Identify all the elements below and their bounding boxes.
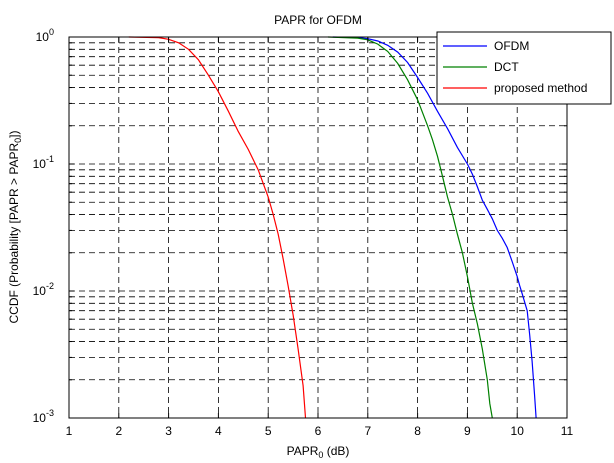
x-axis-label-unit: (dB) (323, 444, 349, 458)
y-tick-label: 100 (36, 27, 54, 44)
x-tick-label: 10 (511, 424, 525, 438)
y-tick-label-exponent: -2 (46, 281, 54, 291)
x-tick-label: 2 (115, 424, 122, 438)
y-axis-label: CCDF (Probability [PAPR > PAPR0]) (7, 131, 23, 324)
proposed-method-line (128, 36, 307, 419)
legend-box (436, 31, 612, 105)
series-lines (128, 36, 537, 419)
x-tick-label: 8 (414, 424, 421, 438)
x-tick-label: 4 (215, 424, 222, 438)
legend-label: proposed method (494, 81, 587, 95)
y-tick-label-base: 10 (33, 157, 47, 171)
x-tick-label: 5 (265, 424, 272, 438)
grid-lines (69, 37, 567, 418)
x-tick-label: 9 (464, 424, 471, 438)
x-tick-label: 7 (364, 424, 371, 438)
y-tick-label: 10-3 (33, 408, 54, 425)
x-tick-label: 3 (165, 424, 172, 438)
y-tick-label-base: 10 (33, 411, 47, 425)
x-axis-label-subscript: 0 (318, 450, 323, 460)
x-axis-label: PAPR0 (dB) (287, 444, 350, 460)
legend-label: DCT (494, 60, 519, 74)
y-tick-label-exponent: -1 (46, 154, 54, 164)
chart-title: PAPR for OFDM (274, 13, 362, 27)
x-tick-label: 1 (66, 424, 73, 438)
legend-label: OFDM (494, 39, 529, 53)
x-tick-label: 6 (315, 424, 322, 438)
y-tick-label-exponent: -3 (46, 408, 54, 418)
dct-line (327, 36, 493, 419)
y-tick-label-exponent: 0 (49, 27, 54, 37)
y-tick-label-base: 10 (36, 30, 50, 44)
y-axis-label-subscript: 0 (13, 138, 23, 143)
y-axis-label-main: CCDF (Probability [PAPR > PAPR (7, 143, 21, 324)
legend: OFDM DCT proposed method (436, 31, 612, 105)
y-axis-label-end: ]) (7, 131, 21, 138)
x-axis-label-base: PAPR (287, 444, 319, 458)
ofdm-line (332, 36, 537, 419)
y-tick-label: 10-2 (33, 281, 54, 298)
y-tick-label-base: 10 (33, 284, 47, 298)
y-tick-label: 10-1 (33, 154, 54, 171)
x-tick-label: 11 (561, 424, 574, 438)
